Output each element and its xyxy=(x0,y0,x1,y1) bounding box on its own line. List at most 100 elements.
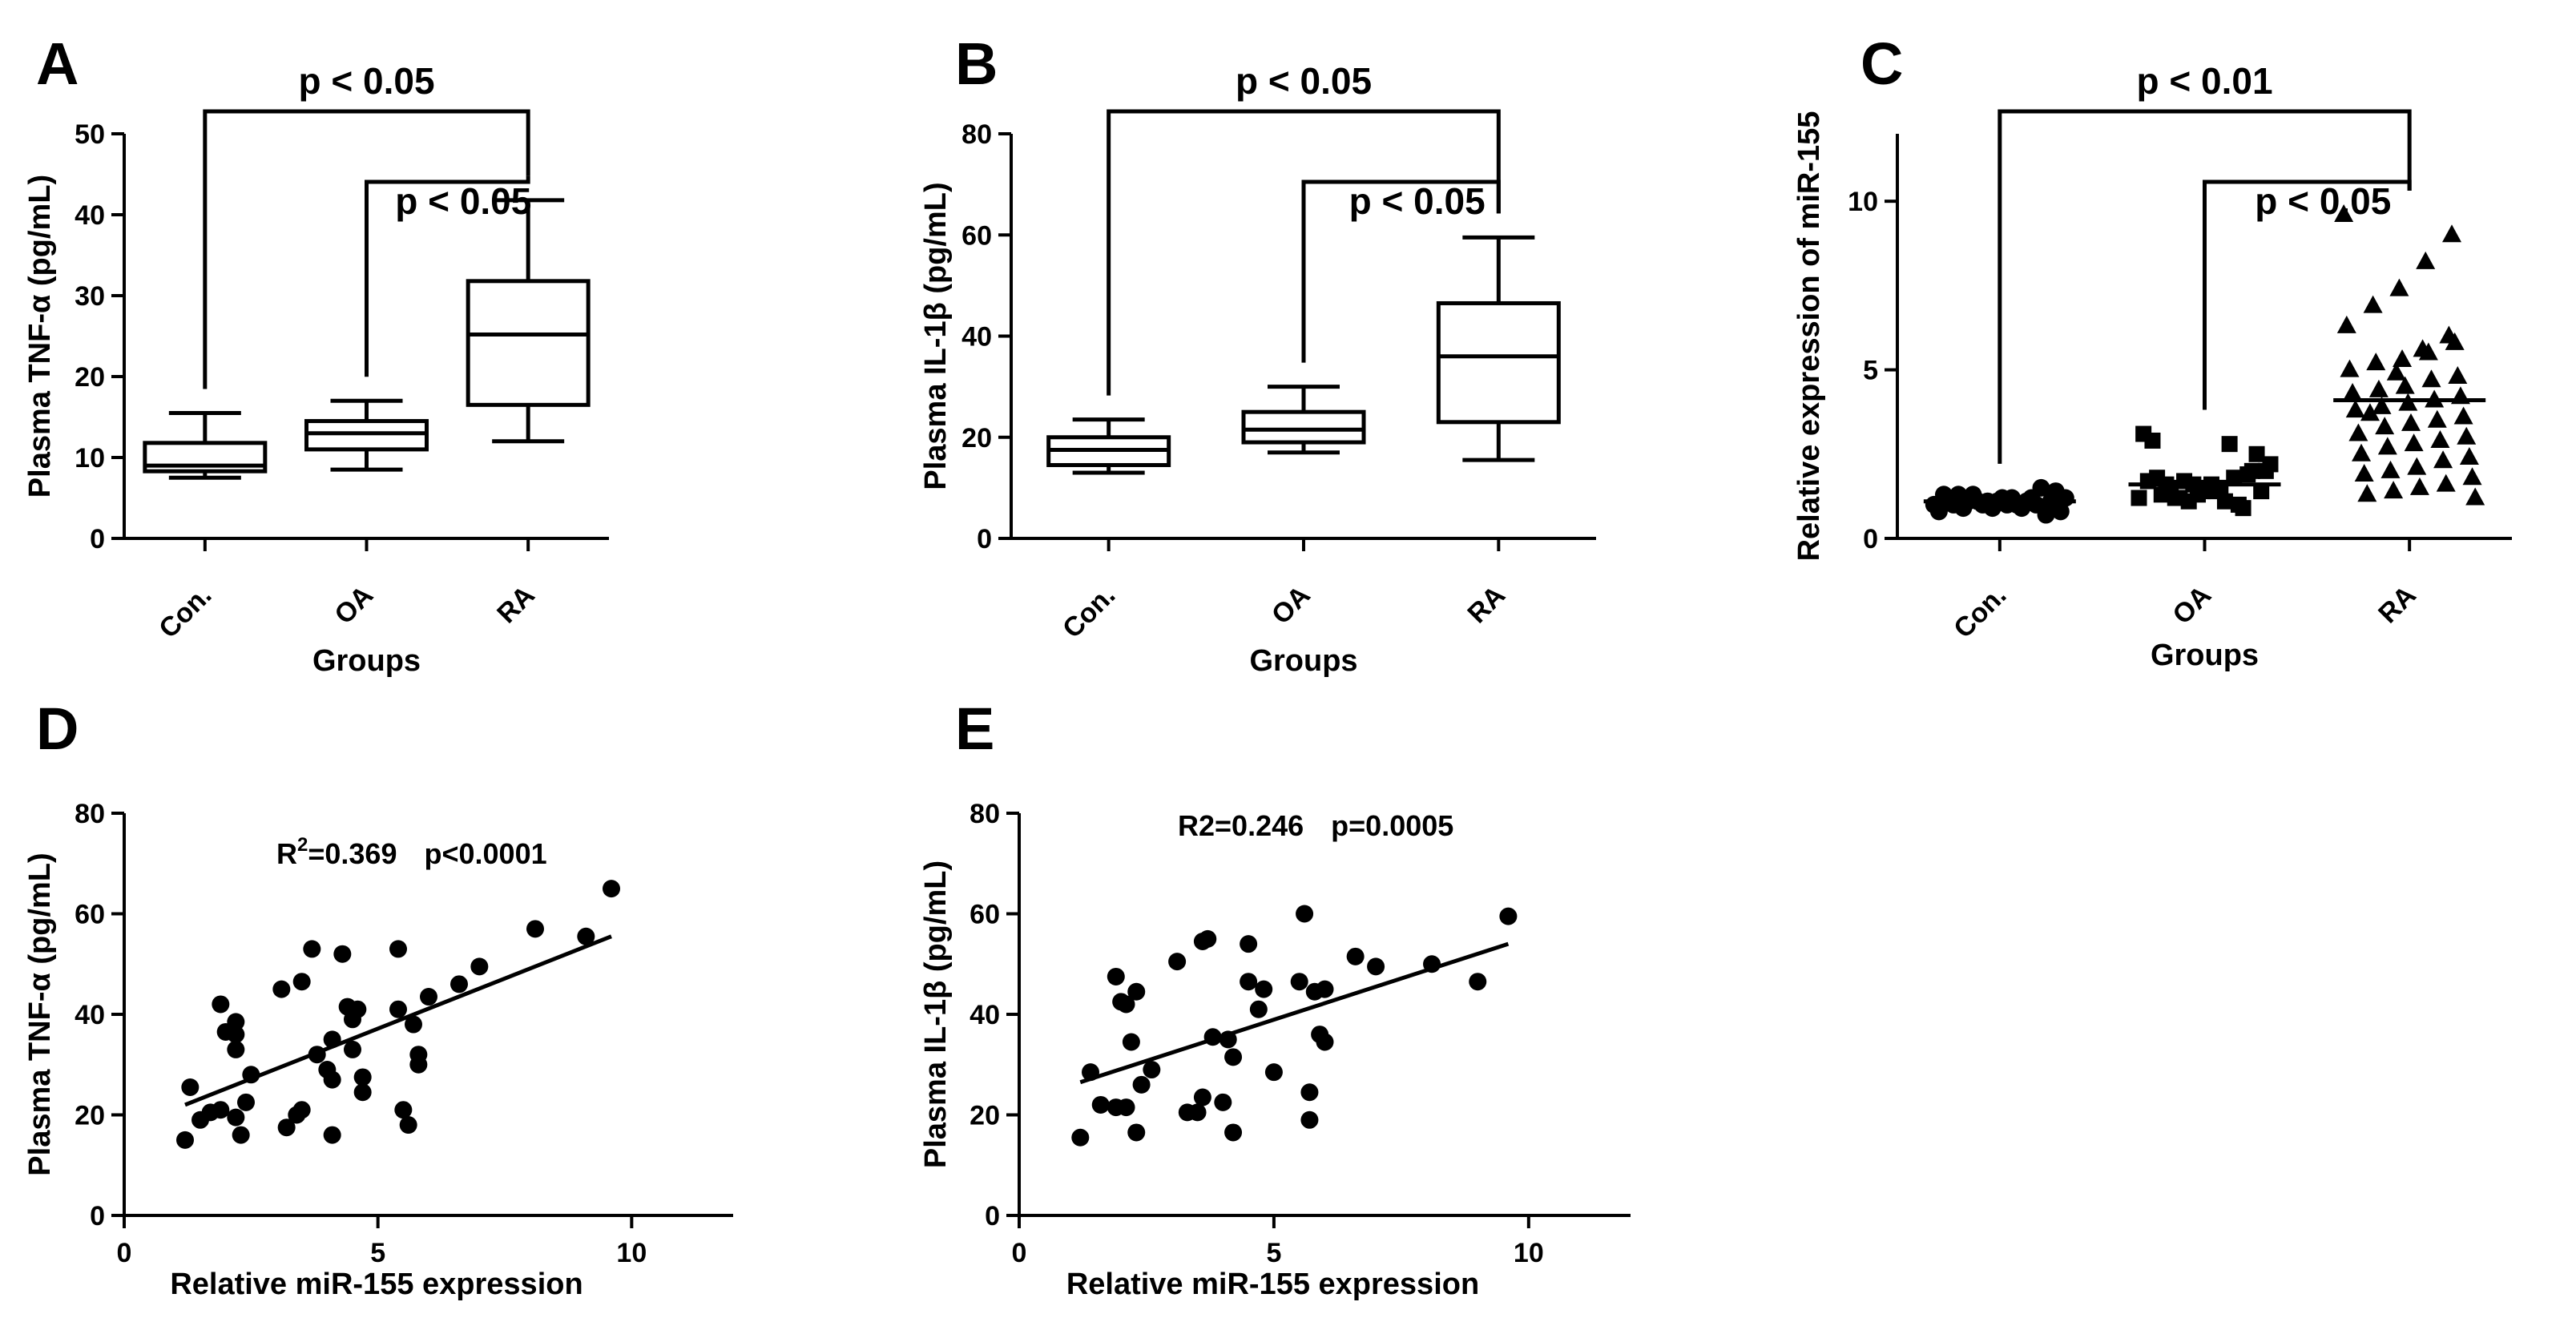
data-point xyxy=(353,1083,372,1102)
data-point xyxy=(353,1068,372,1086)
data-point xyxy=(405,1015,422,1034)
data-point xyxy=(1264,1063,1283,1082)
panel-d: D 0 20 40 60 80 Plasma TNF-α (pg/mL) 0 5 10 Relati… xyxy=(23,695,733,1301)
x-axis-title: Relative miR-155 expression xyxy=(1066,1268,1479,1301)
y-axis-title: Plasma IL-1β (pg/mL) xyxy=(919,182,953,490)
data-point-square xyxy=(2243,462,2260,479)
data-point-triangle xyxy=(2427,409,2447,428)
data-point xyxy=(1107,967,1125,985)
data-point-triangle xyxy=(2404,433,2424,452)
x-tick-label: OA xyxy=(329,580,379,631)
data-point xyxy=(1091,1095,1110,1114)
y-tick-label: 60 xyxy=(961,220,992,251)
p-value-label: p < 0.05 xyxy=(298,60,434,102)
data-point-triangle xyxy=(2354,464,2374,482)
r2-label: R xyxy=(276,837,297,870)
data-point xyxy=(344,1040,361,1058)
fit-annotation: R2=0.369 p<0.0001 xyxy=(276,834,547,870)
x-tick-label: 0 xyxy=(1012,1238,1027,1268)
r2-value: =0.246 xyxy=(1215,809,1304,842)
data-point xyxy=(1127,1123,1146,1142)
data-point-triangle xyxy=(2442,224,2462,243)
panel-a: A 0 10 20 30 40 50 Plasma TNF-α (pg/mL) Con. OA RA… xyxy=(23,30,609,678)
y-tick-label: 40 xyxy=(970,1000,1000,1030)
data-point-triangle xyxy=(2457,426,2477,445)
y-tick-label: 10 xyxy=(1848,187,1878,217)
y-tick-label: 60 xyxy=(75,900,105,930)
x-tick-label: 10 xyxy=(1514,1238,1544,1268)
y-tick-label: 80 xyxy=(970,799,1000,829)
x-tick-label: Con. xyxy=(153,580,217,644)
data-point-triangle xyxy=(2448,366,2468,384)
data-point-triangle xyxy=(2430,429,2450,448)
data-point-square xyxy=(2171,490,2188,506)
data-point-triangle xyxy=(2343,383,2363,401)
x-tick-label: RA xyxy=(491,580,541,630)
y-tick-label: 0 xyxy=(1863,524,1878,554)
data-point-triangle xyxy=(2386,362,2406,381)
y-tick-label: 20 xyxy=(961,423,992,453)
data-point xyxy=(323,1126,341,1144)
data-point xyxy=(1240,935,1258,953)
data-point-triangle xyxy=(2401,413,2421,431)
data-point xyxy=(389,940,407,958)
data-point-triangle xyxy=(2352,443,2372,461)
data-point-triangle xyxy=(2375,417,2395,435)
panel-c: C 0 5 10 Relative expression of miR-155 Con. O… xyxy=(1792,30,2512,672)
data-point-triangle xyxy=(2433,450,2453,469)
box xyxy=(304,419,429,452)
data-point xyxy=(1132,1075,1151,1094)
data-point-triangle xyxy=(2453,406,2473,425)
data-point xyxy=(1168,953,1187,971)
data-point xyxy=(1469,973,1487,991)
r2-label: R2 xyxy=(1178,809,1215,842)
data-point-triangle xyxy=(2348,423,2368,441)
data-point xyxy=(1117,995,1135,1014)
y-tick-label: 40 xyxy=(75,200,105,231)
data-point xyxy=(1296,905,1314,923)
data-point xyxy=(1199,929,1217,948)
data-point xyxy=(1224,1123,1243,1142)
data-point-triangle xyxy=(2384,481,2404,499)
fit-annotation: R2=0.246 p=0.0005 xyxy=(1178,809,1453,842)
data-point xyxy=(1117,1098,1135,1117)
data-point xyxy=(1071,1128,1090,1147)
box xyxy=(143,441,268,474)
data-point-square xyxy=(2226,470,2243,486)
data-point-square xyxy=(2139,473,2156,490)
data-point-triangle xyxy=(2395,376,2415,394)
x-tick-label: Con. xyxy=(1948,580,2012,644)
data-point-triangle xyxy=(2336,315,2356,333)
data-point-triangle xyxy=(2368,379,2389,397)
significance-bracket xyxy=(2203,179,2412,410)
x-tick-label: 5 xyxy=(1266,1238,1281,1268)
significance-bracket xyxy=(203,109,530,389)
data-point xyxy=(1316,980,1334,998)
data-point xyxy=(1188,1103,1207,1122)
data-point xyxy=(232,1126,250,1144)
y-tick-label: 80 xyxy=(961,119,992,150)
x-tick-label: RA xyxy=(2372,580,2422,630)
data-point xyxy=(1290,973,1308,991)
data-point-triangle xyxy=(2363,295,2383,313)
data-point-triangle xyxy=(2459,447,2479,465)
data-point xyxy=(227,1013,245,1031)
data-point xyxy=(181,1078,200,1096)
x-tick-label: 5 xyxy=(370,1238,385,1268)
panel-e: E 0 20 40 60 80 Plasma IL-1β (pg/mL) 0 5 10 Relati… xyxy=(919,695,1631,1301)
data-point-circle xyxy=(1973,495,1992,514)
y-tick-label: 0 xyxy=(977,524,992,554)
panel-letter: A xyxy=(36,30,79,97)
data-point-square xyxy=(2235,500,2251,517)
data-point-triangle xyxy=(2416,251,2436,269)
data-point xyxy=(1249,1000,1268,1018)
data-point xyxy=(292,973,311,991)
y-tick-label: 60 xyxy=(970,900,1000,930)
regression-line xyxy=(1079,941,1510,1085)
data-point xyxy=(1367,957,1385,976)
data-point-triangle xyxy=(2357,484,2377,502)
data-point xyxy=(1193,1088,1211,1106)
data-point-circle xyxy=(1934,486,1953,504)
data-point xyxy=(1224,1048,1243,1066)
data-point xyxy=(176,1131,194,1149)
